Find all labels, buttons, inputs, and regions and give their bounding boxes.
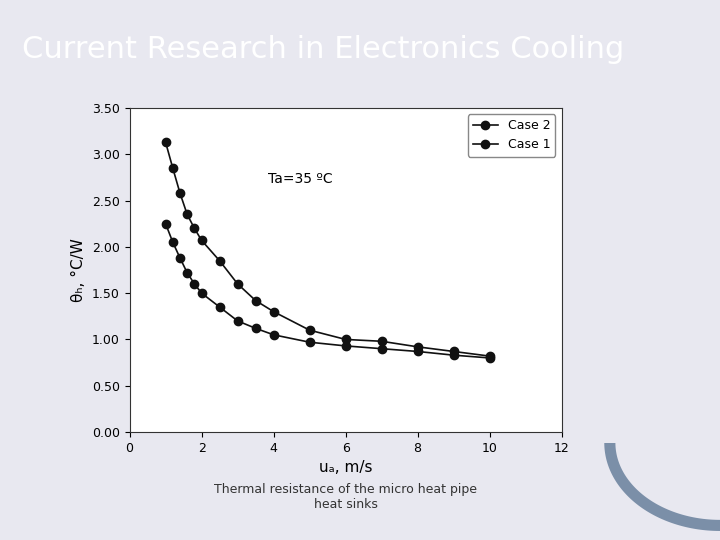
Case 2 [233,281,242,287]
Text: Thermal resistance of the micro heat pipe
heat sinks: Thermal resistance of the micro heat pip… [214,483,477,511]
Case 2 [341,336,350,343]
Case 1 [215,304,224,310]
Text: Ta=35 ºC: Ta=35 ºC [268,172,333,186]
Case 2 [197,237,206,244]
Case 1 [233,318,242,324]
Case 1 [377,346,386,352]
Case 1 [269,332,278,338]
Case 1 [341,343,350,349]
Case 1 [161,220,170,227]
Case 1 [168,239,177,246]
Case 1 [413,348,422,355]
Case 2 [305,327,314,333]
Case 2 [161,139,170,145]
Case 1 [197,290,206,296]
X-axis label: uₐ, m/s: uₐ, m/s [319,460,372,475]
Case 1 [183,269,192,276]
Case 2 [183,211,192,218]
Case 1 [485,355,494,361]
Legend: Case 2, Case 1: Case 2, Case 1 [468,114,555,157]
Case 1 [190,281,199,287]
Case 1 [305,339,314,346]
Line: Case 2: Case 2 [161,138,494,360]
Case 2 [251,298,260,304]
Case 2 [168,165,177,171]
Case 2 [377,338,386,345]
Case 2 [190,225,199,232]
Y-axis label: θₕ, °C/W: θₕ, °C/W [71,238,86,302]
Case 2 [413,343,422,350]
Case 2 [449,348,458,355]
Text: Current Research in Electronics Cooling: Current Research in Electronics Cooling [22,35,624,64]
Case 1 [449,352,458,359]
Case 1 [176,255,184,261]
Case 1 [251,325,260,332]
Case 2 [485,353,494,359]
Case 2 [215,258,224,264]
Case 2 [269,308,278,315]
Case 2 [176,190,184,197]
Line: Case 1: Case 1 [161,220,494,362]
